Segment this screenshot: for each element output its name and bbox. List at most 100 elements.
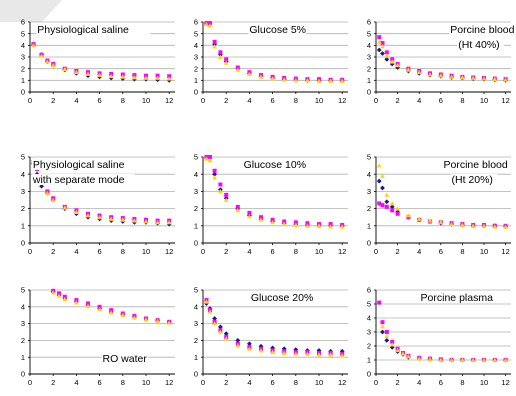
data-point <box>132 315 137 320</box>
data-point <box>212 44 217 49</box>
data-point <box>481 357 487 362</box>
data-point <box>50 290 56 295</box>
y-tick-label: 6 <box>194 18 198 27</box>
x-tick-label: 12 <box>338 378 346 387</box>
y-tick-label: 4 <box>21 41 25 50</box>
data-point <box>492 76 498 82</box>
data-point <box>39 183 44 189</box>
x-tick-label: 8 <box>121 247 125 256</box>
y-tick-label: 3 <box>21 187 25 196</box>
data-point <box>438 357 444 362</box>
y-tick-label: 4 <box>194 170 198 179</box>
title-backdrop <box>101 353 149 364</box>
chart-title: Physiological saline <box>33 159 125 171</box>
data-point <box>223 336 229 341</box>
data-point <box>376 39 382 44</box>
x-tick-label: 10 <box>315 378 323 387</box>
data-point <box>212 321 217 326</box>
data-point <box>218 329 223 334</box>
x-tick-label: 6 <box>98 96 102 105</box>
y-tick-label: 0 <box>367 370 371 379</box>
chart-subtitle: with separate mode <box>32 174 125 186</box>
x-tick-label: 6 <box>98 378 102 387</box>
data-point <box>380 173 385 178</box>
data-point <box>395 347 400 353</box>
data-point <box>438 219 444 225</box>
chart-title: Porcine blood <box>450 24 514 36</box>
x-tick-label: 4 <box>74 378 78 387</box>
data-point <box>45 190 50 196</box>
data-point <box>293 220 298 225</box>
data-point <box>74 300 79 305</box>
data-point <box>395 206 400 211</box>
x-tick-label: 0 <box>28 247 32 256</box>
data-point <box>247 346 252 351</box>
data-point <box>481 76 487 81</box>
x-tick-label: 4 <box>247 378 251 387</box>
data-point <box>108 310 114 315</box>
data-point <box>204 21 209 27</box>
y-tick-label: 0 <box>367 239 371 248</box>
data-point <box>247 213 252 219</box>
data-point <box>395 62 400 68</box>
y-tick-label: 6 <box>21 18 25 27</box>
title-backdrop <box>449 24 516 35</box>
x-tick-label: 0 <box>374 247 378 256</box>
x-tick-label: 4 <box>74 247 78 256</box>
data-point <box>270 219 275 225</box>
data-point <box>259 215 263 220</box>
data-point <box>57 291 61 296</box>
data-point <box>56 293 62 298</box>
y-tick-label: 5 <box>367 153 371 162</box>
y-tick-label: 1 <box>367 221 371 230</box>
data-point <box>384 338 390 343</box>
x-tick-label: 8 <box>294 247 298 256</box>
data-point <box>207 158 213 163</box>
x-tick-label: 12 <box>501 378 509 387</box>
y-tick-label: 0 <box>21 370 25 379</box>
data-point <box>212 168 217 173</box>
data-point <box>235 343 241 348</box>
data-point <box>380 324 385 329</box>
data-point <box>270 349 275 355</box>
data-point <box>470 357 476 362</box>
x-tick-label: 10 <box>480 378 488 387</box>
x-tick-label: 2 <box>51 247 55 256</box>
data-point <box>224 192 229 197</box>
x-tick-label: 8 <box>121 96 125 105</box>
data-point <box>492 224 498 229</box>
y-tick-label: 1 <box>367 356 371 365</box>
chart-title: Porcine plasma <box>421 292 494 304</box>
data-point <box>339 224 345 229</box>
data-point <box>380 41 385 45</box>
y-tick-label: 1 <box>194 76 198 85</box>
x-tick-label: 6 <box>439 247 443 256</box>
y-tick-label: 3 <box>194 187 198 196</box>
chart-title: RO water <box>103 353 148 365</box>
series-3 <box>380 324 508 362</box>
data-point <box>281 77 287 82</box>
x-tick-label: 8 <box>294 96 298 105</box>
y-tick-label: 0 <box>194 370 198 379</box>
subtitle-backdrop <box>450 174 498 185</box>
data-point <box>492 357 498 362</box>
data-point <box>218 54 223 59</box>
data-point <box>384 53 390 58</box>
data-point <box>235 207 241 213</box>
y-tick-label: 2 <box>194 204 198 213</box>
x-tick-label: 4 <box>417 96 421 105</box>
data-point <box>282 219 287 224</box>
data-point <box>470 223 476 228</box>
x-tick-label: 6 <box>271 96 275 105</box>
y-tick-label: 5 <box>194 153 198 162</box>
data-point <box>390 339 395 344</box>
series-3 <box>376 39 508 82</box>
y-tick-label: 2 <box>194 64 198 73</box>
chart-title: Physiological saline <box>37 24 129 36</box>
x-tick-label: 4 <box>417 247 421 256</box>
data-point <box>97 72 102 78</box>
data-point <box>223 60 229 65</box>
x-tick-label: 2 <box>396 378 400 387</box>
